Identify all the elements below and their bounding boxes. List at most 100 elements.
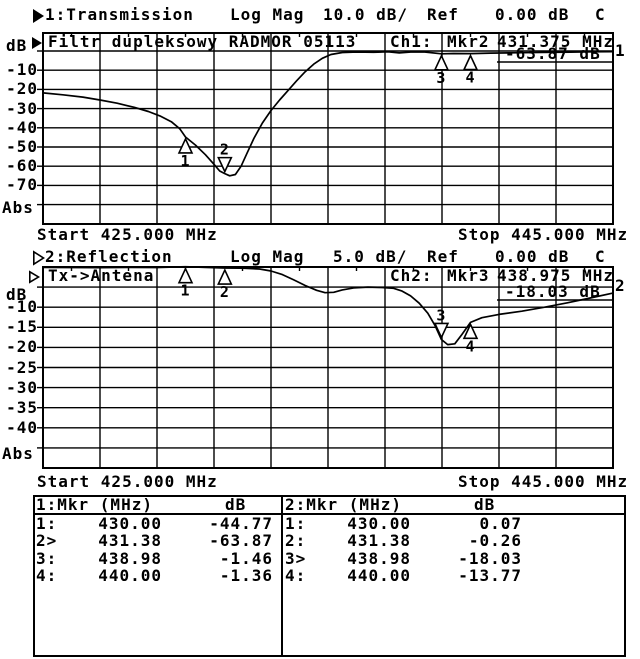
ch2-title: Tx->Antena	[48, 266, 155, 285]
marker-row-freq: 431.38	[347, 531, 411, 550]
ch2-readout-mkr: Mkr3	[447, 266, 490, 285]
ch1-header-scale: 10.0 dB/	[323, 5, 409, 24]
ch1-start-freq: Start 425.000 MHz	[37, 225, 218, 244]
marker-triangle-active	[217, 156, 233, 174]
marker-triangle	[433, 53, 450, 71]
marker-row-freq: 438.98	[98, 549, 162, 568]
marker-row-value: -0.26	[468, 531, 522, 550]
marker-row-label: 3:	[36, 549, 58, 568]
ch2-cal-indicator: C	[595, 247, 606, 266]
marker-triangle	[462, 322, 479, 340]
ch1-readout-ch: Ch1:	[390, 32, 433, 51]
marker-row-label: 2>	[36, 531, 58, 550]
ch2-header-ref-label: Ref	[427, 247, 459, 266]
ch1-readout-mkr: Mkr2	[447, 32, 490, 51]
marker-row-freq: 438.98	[347, 549, 411, 568]
marker-triangle	[177, 266, 194, 284]
ch2-ref-level-icon	[28, 270, 41, 284]
y-axis-label: -10	[6, 297, 38, 316]
y-axis-label: -40	[6, 118, 38, 137]
marker-row-value: -18.03	[458, 549, 522, 568]
ch1-header-channel: 1:Transmission	[45, 5, 194, 24]
y-axis-label: -35	[6, 398, 38, 417]
marker-table-divider	[281, 495, 283, 657]
marker-row-freq: 430.00	[98, 514, 162, 533]
ch2-trace	[42, 265, 614, 346]
ch1-active-channel-icon	[33, 9, 44, 23]
marker-row-label: 1:	[285, 514, 307, 533]
ch1-cal-indicator: C	[595, 5, 606, 24]
marker-row-freq: 440.00	[98, 566, 162, 585]
ch2-readout-value: -18.03 dB	[505, 282, 601, 301]
marker-triangle-active	[433, 322, 450, 340]
ch1-header-ref-label: Ref	[427, 5, 459, 24]
y-axis-label: -15	[6, 317, 38, 336]
marker-number: 2	[220, 141, 230, 159]
table-col2-header: 2:Mkr (MHz)	[285, 495, 402, 514]
y-axis-label: -40	[6, 418, 38, 437]
marker-row-label: 2:	[285, 531, 307, 550]
y-axis-label: -25	[6, 358, 38, 377]
marker-row-label: 3>	[285, 549, 307, 568]
marker-number: 1	[180, 282, 190, 300]
ch1-abs-label: Abs	[2, 198, 34, 217]
y-axis-label: -20	[6, 79, 38, 98]
y-axis-label: -10	[6, 60, 38, 79]
marker-number: 1	[180, 152, 190, 170]
table-col1-header: 1:Mkr (MHz)	[36, 495, 153, 514]
y-axis-label: -60	[6, 156, 38, 175]
marker-number: 3	[436, 306, 446, 324]
marker-row-value: -1.36	[219, 566, 273, 585]
ch1-readout-value: -63.87 dB	[505, 44, 601, 63]
marker-triangle	[177, 137, 194, 154]
y-axis-label: -30	[6, 99, 38, 118]
ch2-start-freq: Start 425.000 MHz	[37, 472, 218, 491]
ch1-ref-level-icon	[32, 37, 42, 49]
table-col1-unit: dB	[225, 495, 247, 514]
marker-table-header-rule	[33, 513, 626, 515]
ch2-stop-freq: Stop 445.000 MHz	[458, 472, 629, 491]
ch2-header-channel: 2:Reflection	[45, 247, 173, 266]
marker-triangle	[462, 53, 479, 71]
ch1-trace-number: 1	[615, 41, 626, 60]
ch2-readout-freq: 438.975 MHz	[497, 266, 614, 285]
ch1-header-format: Log Mag	[230, 5, 305, 24]
marker-row-value: -44.77	[209, 514, 273, 533]
marker-number: 3	[436, 69, 446, 87]
marker-row-freq: 440.00	[347, 566, 411, 585]
ch2-abs-label: Abs	[2, 444, 34, 463]
marker-row-freq: 431.38	[98, 531, 162, 550]
marker-number: 4	[465, 337, 475, 355]
marker-triangle	[217, 268, 233, 285]
marker-table	[33, 495, 626, 657]
marker-row-freq: 430.00	[347, 514, 411, 533]
ch1-readout-freq: 431.375 MHz	[497, 32, 614, 51]
ch2-trace-number: 2	[615, 276, 626, 295]
marker-row-value: 0.07	[479, 514, 522, 533]
ch2-y-axis-unit: dB	[6, 285, 28, 304]
marker-row-value: -1.46	[219, 549, 273, 568]
marker-row-label: 1:	[36, 514, 58, 533]
ch2-readout-ch: Ch2:	[390, 266, 433, 285]
ch2-header-format: Log Mag	[230, 247, 305, 266]
y-axis-label: -50	[6, 137, 38, 156]
ch2-channel-icon	[32, 250, 45, 266]
table-col2-unit: dB	[474, 495, 496, 514]
marker-row-label: 4:	[36, 566, 58, 585]
ch1-trace	[42, 50, 614, 177]
y-axis-label: -20	[6, 337, 38, 356]
marker-number: 2	[220, 283, 230, 301]
ch1-title: Filtr dupleksowy RADMOR 05113	[48, 32, 357, 51]
ch2-header-ref-value: 0.00 dB	[495, 247, 570, 266]
ch2-header-scale: 5.0 dB/	[333, 247, 408, 266]
ch1-stop-freq: Stop 445.000 MHz	[458, 225, 629, 244]
marker-row-label: 4:	[285, 566, 307, 585]
y-axis-label: -30	[6, 378, 38, 397]
marker-row-value: -13.77	[458, 566, 522, 585]
y-axis-label: -70	[6, 175, 38, 194]
ch1-y-axis-unit: dB	[6, 36, 28, 55]
marker-number: 4	[465, 69, 475, 87]
